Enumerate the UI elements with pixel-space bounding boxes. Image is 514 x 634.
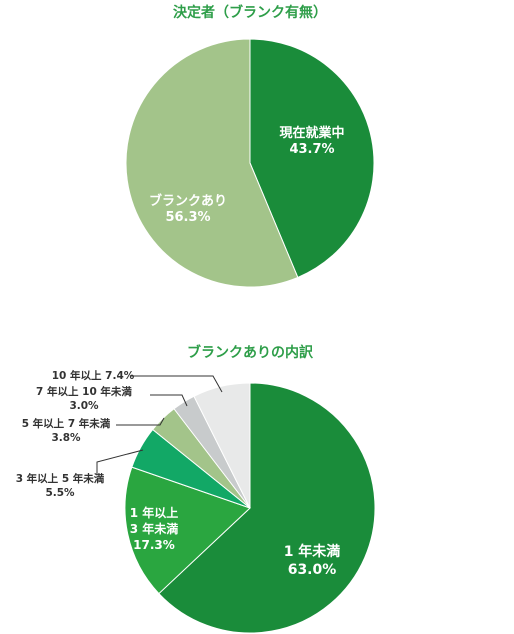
pie2-slice-label-3: 5 年以上 7 年未満: [22, 417, 111, 430]
pie1-slice-label-0-0: 現在就業中: [279, 125, 344, 141]
pie2-leader-line-2: [96, 449, 144, 474]
pie2-slice-value-2: 5.5%: [45, 487, 75, 499]
chart1-title: 決定者（ブランク有無）: [173, 4, 327, 21]
pie2-slice-label-0-0: 1 年未満: [284, 543, 341, 560]
pie1-slice-value-1: 56.3%: [165, 210, 210, 225]
pie1-slice-label-1-0: ブランクあり: [149, 193, 227, 209]
pie2-slice-1: [124, 466, 251, 595]
pie2-slice-label-1-1: 3 年未満: [130, 521, 179, 536]
pie2-slice-label-1-0: 1 年以上: [130, 505, 179, 520]
pie2-slice-0: [158, 382, 376, 634]
pie2-leader-line-4: [150, 394, 188, 407]
pie2-slice-5: [193, 382, 251, 509]
pie2-slice-value-3: 3.8%: [51, 432, 81, 444]
pie2-leader-line-5: [130, 375, 223, 393]
pie1-slice-0: [249, 38, 375, 279]
pie2-leader-line-3: [116, 417, 165, 426]
pie2-slice-label-2: 3 年以上 5 年未満: [16, 472, 105, 485]
pie1-slice-1: [125, 38, 299, 288]
pie2-slice-value-1: 17.3%: [133, 538, 175, 552]
pie1-slice-value-0: 43.7%: [289, 142, 334, 157]
chart2-title: ブランクありの内訳: [187, 344, 314, 361]
pie2-slice-label-5: 10 年以上 7.4%: [52, 369, 135, 382]
pie2-slice-label-4: 7 年以上 10 年未満: [36, 385, 132, 398]
pie2-slice-value-4: 3.0%: [69, 400, 99, 412]
pie2-slice-value-0: 63.0%: [288, 562, 337, 578]
